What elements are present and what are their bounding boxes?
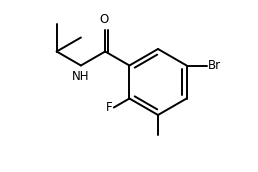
Text: O: O xyxy=(100,13,109,25)
Text: F: F xyxy=(106,101,113,114)
Text: NH: NH xyxy=(72,69,90,83)
Text: Br: Br xyxy=(208,59,221,72)
